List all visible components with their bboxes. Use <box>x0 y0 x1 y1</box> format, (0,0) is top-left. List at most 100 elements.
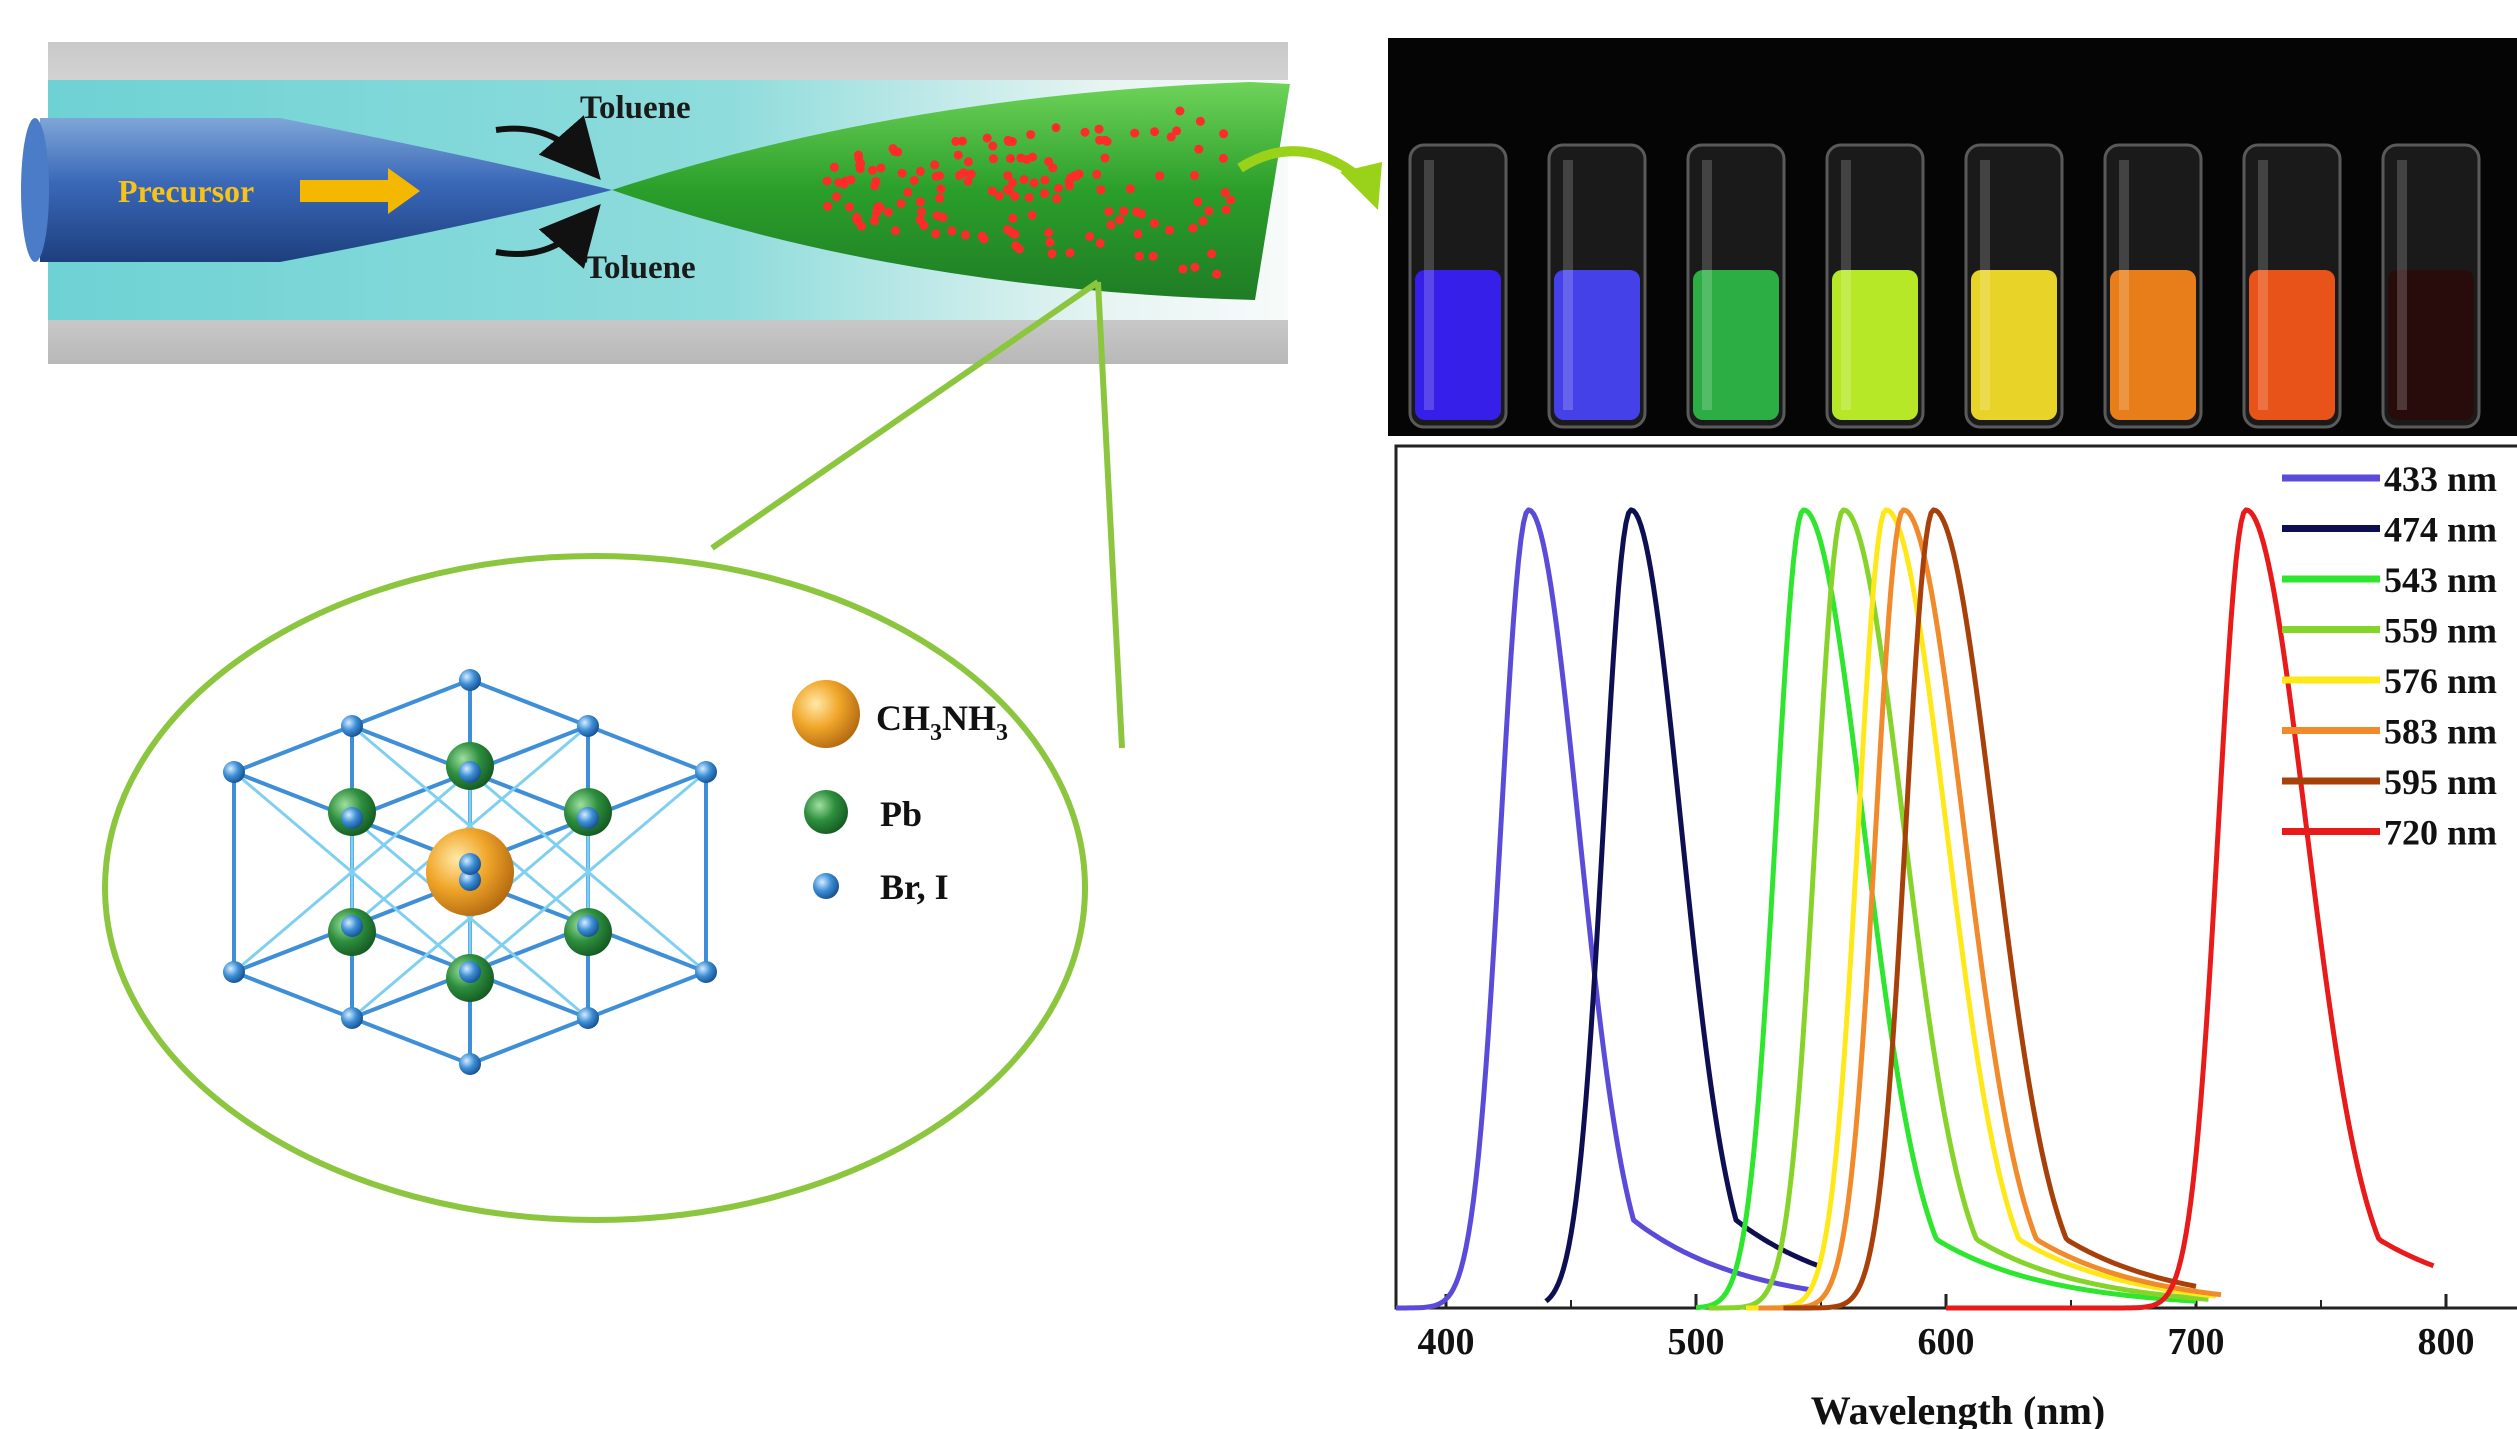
nanocrystal-dot <box>868 165 877 175</box>
nanocrystal-dot <box>883 207 893 217</box>
nanocrystal-dot <box>1047 249 1057 259</box>
lattice-bond <box>587 724 707 774</box>
vial-highlight <box>1702 160 1712 410</box>
nanocrystal-dot <box>1019 175 1029 185</box>
nanocrystal-dot <box>1029 178 1039 188</box>
nanocrystal-dot <box>1065 248 1075 258</box>
nanocrystal-dot <box>1133 229 1143 239</box>
nanocrystal-dot <box>823 201 833 211</box>
vial-highlight <box>1424 160 1434 410</box>
ch3nh3-label: CH3NH3 <box>876 698 1008 746</box>
nanocrystal-dot <box>845 202 854 212</box>
nanocrystal-dot <box>1048 163 1058 173</box>
nanocrystal-dot <box>1007 228 1017 238</box>
x-tick-label: 800 <box>2418 1321 2475 1363</box>
nanocrystal-dot <box>1148 251 1158 261</box>
spectrum-595 <box>1783 507 2197 1311</box>
vial-solution <box>1832 270 1918 420</box>
vial <box>1686 143 1786 429</box>
vial <box>1408 143 1508 429</box>
vial-solution <box>1971 270 2057 420</box>
nanocrystal-dot <box>1040 175 1050 185</box>
nanocrystal-dot <box>963 176 973 186</box>
lattice-bond <box>351 816 589 1020</box>
nanocrystal-dot <box>957 136 967 146</box>
spectrum-720 <box>1946 507 2435 1311</box>
nanocrystal-dot <box>888 144 898 154</box>
vial-highlight <box>1980 160 1990 410</box>
lattice-bond <box>469 770 707 974</box>
nanocrystal-dot <box>1212 269 1222 279</box>
vial-solution <box>1554 270 1640 420</box>
vial <box>1825 143 1925 429</box>
nanocrystal-dot <box>959 168 969 178</box>
halide-atom <box>341 915 363 937</box>
nanocrystal-dot <box>876 163 886 173</box>
nanocrystal-dot <box>1130 128 1140 138</box>
nanocrystal-dot <box>896 199 906 208</box>
lattice-bond <box>469 678 589 728</box>
nanocrystal-dot <box>1166 132 1176 142</box>
nanocrystal-dot <box>1092 169 1102 179</box>
to-vials-arrowhead <box>1340 162 1382 210</box>
nanocrystal-dot <box>1190 262 1200 272</box>
nanocrystal-dot <box>1006 154 1015 163</box>
nanocrystal-dot <box>890 226 900 236</box>
nanocrystal-dot <box>1026 130 1036 140</box>
vial-photo <box>1388 38 2517 436</box>
nanocrystal-dot <box>1207 249 1217 259</box>
nanocrystal-dot <box>1149 218 1159 228</box>
toluene-top-label: Toluene <box>580 90 691 126</box>
pb-ball-icon <box>804 790 848 834</box>
nanocrystal-dot <box>987 186 997 196</box>
nanocrystal-dot <box>1008 178 1018 188</box>
nanocrystal-dot <box>963 157 973 167</box>
spectrum-559 <box>1708 507 2209 1311</box>
legend-label: 583 nm <box>2384 712 2497 752</box>
nanocrystal-dot <box>1193 197 1203 207</box>
nanocrystal-dot <box>1095 135 1105 145</box>
nanocrystal-dot <box>915 197 925 207</box>
halide-label: Br, I <box>880 867 949 907</box>
nanocrystal-dot <box>1172 126 1182 136</box>
vial <box>2242 143 2342 429</box>
halide-atom <box>577 915 599 937</box>
vial-solution <box>2249 270 2335 420</box>
vial-highlight <box>2258 160 2268 410</box>
halide-atom <box>459 669 481 691</box>
halide-atom <box>695 961 717 983</box>
nanocrystal-dot <box>1219 129 1229 139</box>
nanocrystal-dot <box>1052 194 1062 204</box>
toluene-bottom-label: Toluene <box>585 250 696 286</box>
nanocrystal-dot <box>909 176 919 185</box>
nanocrystal-dot <box>1096 185 1106 195</box>
nanocrystal-dot <box>988 141 998 151</box>
halide-atom <box>223 761 245 783</box>
nanocrystal-dot <box>822 176 832 186</box>
nanocrystal-dot <box>1094 124 1104 134</box>
nanocrystal-dots <box>822 106 1236 279</box>
precursor-arrow-shaft <box>300 180 390 202</box>
spectrum-543 <box>1695 507 2197 1311</box>
to-vials-arrow <box>1237 146 1364 182</box>
nanocrystal-dot <box>1065 181 1075 191</box>
nanocrystal-dot <box>841 176 851 186</box>
spectrum-576 <box>1746 507 2217 1311</box>
nanocrystal-dot <box>1221 205 1231 215</box>
halide-atom <box>341 715 363 737</box>
nanocrystal-dot <box>947 226 957 236</box>
nanocrystal-dot <box>1004 137 1014 146</box>
nanocrystal-dot <box>829 162 839 172</box>
vial-highlight <box>2119 160 2129 410</box>
perovskite-lattice <box>223 669 717 1075</box>
halide-atom <box>341 807 363 829</box>
nanocrystal-dot <box>1190 171 1199 180</box>
nanocrystal-dot <box>1102 137 1112 146</box>
nanocrystal-dot <box>903 187 913 197</box>
nanocrystal-dot <box>851 213 861 222</box>
nanocrystal-dot <box>1044 157 1054 166</box>
nanocrystal-dot <box>1074 169 1084 179</box>
nanocrystal-dot <box>966 169 976 179</box>
x-axis-title: Wavelength (nm) <box>1811 1388 2105 1429</box>
